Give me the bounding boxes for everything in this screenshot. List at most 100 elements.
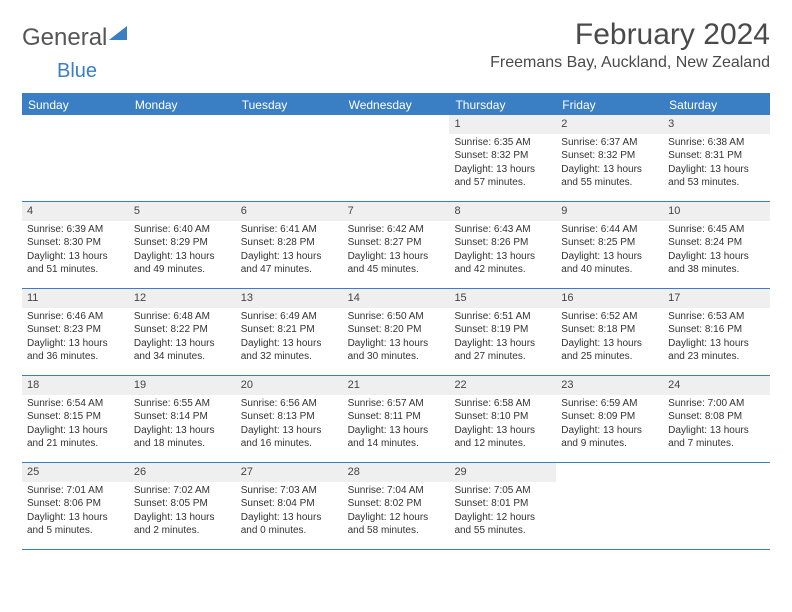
day-body: Sunrise: 6:44 AMSunset: 8:25 PMDaylight:… [556,221,663,281]
day-cell: 10Sunrise: 6:45 AMSunset: 8:24 PMDayligh… [663,202,770,288]
day-cell: 5Sunrise: 6:40 AMSunset: 8:29 PMDaylight… [129,202,236,288]
day-body: Sunrise: 6:51 AMSunset: 8:19 PMDaylight:… [449,308,556,368]
weekday-header: Monday [129,95,236,115]
sunset-text: Sunset: 8:15 PM [27,410,124,424]
daylight-text: Daylight: 13 hours and 21 minutes. [27,424,124,451]
sunrise-text: Sunrise: 6:57 AM [348,397,445,411]
day-cell: 4Sunrise: 6:39 AMSunset: 8:30 PMDaylight… [22,202,129,288]
weekday-header: Thursday [449,95,556,115]
sunset-text: Sunset: 8:23 PM [27,323,124,337]
day-cell: 26Sunrise: 7:02 AMSunset: 8:05 PMDayligh… [129,463,236,549]
day-cell: 24Sunrise: 7:00 AMSunset: 8:08 PMDayligh… [663,376,770,462]
sunset-text: Sunset: 8:26 PM [454,236,551,250]
day-cell: 12Sunrise: 6:48 AMSunset: 8:22 PMDayligh… [129,289,236,375]
day-cell: 6Sunrise: 6:41 AMSunset: 8:28 PMDaylight… [236,202,343,288]
day-number: 3 [663,115,770,134]
weekday-header: Sunday [22,95,129,115]
day-body: Sunrise: 6:59 AMSunset: 8:09 PMDaylight:… [556,395,663,455]
daylight-text: Daylight: 13 hours and 12 minutes. [454,424,551,451]
sunrise-text: Sunrise: 6:59 AM [561,397,658,411]
month-title: February 2024 [490,18,770,52]
day-number: 7 [343,202,450,221]
day-number [22,115,129,119]
day-body: Sunrise: 6:43 AMSunset: 8:26 PMDaylight:… [449,221,556,281]
day-body: Sunrise: 7:04 AMSunset: 8:02 PMDaylight:… [343,482,450,542]
sunset-text: Sunset: 8:27 PM [348,236,445,250]
day-cell: 29Sunrise: 7:05 AMSunset: 8:01 PMDayligh… [449,463,556,549]
day-cell: 17Sunrise: 6:53 AMSunset: 8:16 PMDayligh… [663,289,770,375]
day-number: 23 [556,376,663,395]
day-body: Sunrise: 6:45 AMSunset: 8:24 PMDaylight:… [663,221,770,281]
location-text: Freemans Bay, Auckland, New Zealand [490,54,770,72]
day-number: 16 [556,289,663,308]
daylight-text: Daylight: 13 hours and 18 minutes. [134,424,231,451]
day-number [236,115,343,119]
sunset-text: Sunset: 8:05 PM [134,497,231,511]
day-cell: 7Sunrise: 6:42 AMSunset: 8:27 PMDaylight… [343,202,450,288]
day-cell: 15Sunrise: 6:51 AMSunset: 8:19 PMDayligh… [449,289,556,375]
calendar: Sunday Monday Tuesday Wednesday Thursday… [22,93,770,550]
day-number: 9 [556,202,663,221]
sunrise-text: Sunrise: 6:38 AM [668,136,765,150]
weekday-header: Friday [556,95,663,115]
week-row: 25Sunrise: 7:01 AMSunset: 8:06 PMDayligh… [22,463,770,550]
day-number: 18 [22,376,129,395]
daylight-text: Daylight: 13 hours and 47 minutes. [241,250,338,277]
sunset-text: Sunset: 8:30 PM [27,236,124,250]
sunrise-text: Sunrise: 6:58 AM [454,397,551,411]
daylight-text: Daylight: 13 hours and 23 minutes. [668,337,765,364]
daylight-text: Daylight: 13 hours and 7 minutes. [668,424,765,451]
sunset-text: Sunset: 8:31 PM [668,149,765,163]
daylight-text: Daylight: 13 hours and 40 minutes. [561,250,658,277]
sunrise-text: Sunrise: 6:41 AM [241,223,338,237]
daylight-text: Daylight: 13 hours and 2 minutes. [134,511,231,538]
daylight-text: Daylight: 13 hours and 0 minutes. [241,511,338,538]
sunrise-text: Sunrise: 6:49 AM [241,310,338,324]
sunset-text: Sunset: 8:20 PM [348,323,445,337]
week-row: 11Sunrise: 6:46 AMSunset: 8:23 PMDayligh… [22,289,770,376]
day-body: Sunrise: 6:48 AMSunset: 8:22 PMDaylight:… [129,308,236,368]
brand-text-1: General [22,24,107,52]
daylight-text: Daylight: 13 hours and 30 minutes. [348,337,445,364]
sunrise-text: Sunrise: 6:56 AM [241,397,338,411]
weekday-header: Tuesday [236,95,343,115]
day-number: 13 [236,289,343,308]
daylight-text: Daylight: 13 hours and 36 minutes. [27,337,124,364]
sunrise-text: Sunrise: 6:35 AM [454,136,551,150]
weekday-header: Saturday [663,95,770,115]
sunrise-text: Sunrise: 6:51 AM [454,310,551,324]
daylight-text: Daylight: 13 hours and 45 minutes. [348,250,445,277]
day-body: Sunrise: 6:52 AMSunset: 8:18 PMDaylight:… [556,308,663,368]
day-number: 8 [449,202,556,221]
day-number: 17 [663,289,770,308]
day-body: Sunrise: 7:03 AMSunset: 8:04 PMDaylight:… [236,482,343,542]
day-cell: 23Sunrise: 6:59 AMSunset: 8:09 PMDayligh… [556,376,663,462]
day-cell: 1Sunrise: 6:35 AMSunset: 8:32 PMDaylight… [449,115,556,201]
day-cell: 20Sunrise: 6:56 AMSunset: 8:13 PMDayligh… [236,376,343,462]
day-body: Sunrise: 7:00 AMSunset: 8:08 PMDaylight:… [663,395,770,455]
week-row: 4Sunrise: 6:39 AMSunset: 8:30 PMDaylight… [22,202,770,289]
sunrise-text: Sunrise: 7:01 AM [27,484,124,498]
weeks-container: 1Sunrise: 6:35 AMSunset: 8:32 PMDaylight… [22,115,770,550]
sunset-text: Sunset: 8:32 PM [561,149,658,163]
day-number: 21 [343,376,450,395]
sunset-text: Sunset: 8:04 PM [241,497,338,511]
day-cell [343,115,450,201]
day-body: Sunrise: 6:46 AMSunset: 8:23 PMDaylight:… [22,308,129,368]
sunrise-text: Sunrise: 6:48 AM [134,310,231,324]
sunset-text: Sunset: 8:25 PM [561,236,658,250]
day-cell: 11Sunrise: 6:46 AMSunset: 8:23 PMDayligh… [22,289,129,375]
day-number [556,463,663,467]
sunset-text: Sunset: 8:19 PM [454,323,551,337]
day-body: Sunrise: 7:02 AMSunset: 8:05 PMDaylight:… [129,482,236,542]
sunset-text: Sunset: 8:10 PM [454,410,551,424]
day-number: 11 [22,289,129,308]
day-body: Sunrise: 6:39 AMSunset: 8:30 PMDaylight:… [22,221,129,281]
daylight-text: Daylight: 13 hours and 32 minutes. [241,337,338,364]
sunset-text: Sunset: 8:21 PM [241,323,338,337]
day-cell: 14Sunrise: 6:50 AMSunset: 8:20 PMDayligh… [343,289,450,375]
day-body: Sunrise: 6:58 AMSunset: 8:10 PMDaylight:… [449,395,556,455]
title-block: February 2024 Freemans Bay, Auckland, Ne… [490,18,770,72]
sunrise-text: Sunrise: 6:43 AM [454,223,551,237]
sunrise-text: Sunrise: 6:39 AM [27,223,124,237]
